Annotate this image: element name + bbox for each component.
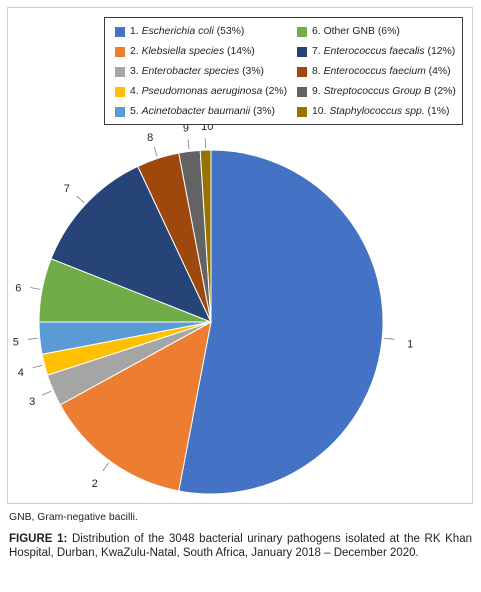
slice-label-7: 7 [64,183,70,195]
leader-line-1 [384,337,395,340]
slice-label-5: 5 [13,336,19,348]
slice-label-1: 1 [407,338,413,350]
legend-item-3: 3. Enterobacter species (3%) [115,66,264,78]
legend-swatch-10 [297,107,307,117]
footnote: GNB, Gram-negative bacilli. [9,512,138,523]
slice-label-8: 8 [147,132,153,144]
caption-text: Distribution of the 3048 bacterial urina… [9,533,472,559]
slice-label-4: 4 [18,367,24,379]
leader-line-4 [32,364,43,369]
legend-item-4: 4. Pseudomonas aeruginosa (2%) [115,86,287,98]
legend-label-9: 9. Streptococcus Group B (2%) [312,86,456,97]
legend-label-2: 2. Klebsiella species (14%) [130,46,255,57]
legend-swatch-5 [115,107,125,117]
legend-swatch-8 [297,67,307,77]
legend-label-3: 3. Enterobacter species (3%) [130,66,265,77]
legend-item-5: 5. Acinetobacter baumanii (3%) [115,106,275,118]
slice-label-9: 9 [183,122,189,134]
legend-item-6: 6. Other GNB (6%) [297,26,400,38]
legend-swatch-3 [115,67,125,77]
leader-line-7 [76,195,85,204]
legend-item-1: 1. Escherichia coli (53%) [115,26,244,38]
pie-slice-2 [59,321,212,492]
leader-line-2 [102,462,110,472]
chart-legend: 1. Escherichia coli (53%) 2. Klebsiella s… [104,17,463,125]
leader-line-8 [153,146,158,157]
legend-label-4: 4. Pseudomonas aeruginosa (2%) [130,86,288,97]
legend-swatch-2 [115,47,125,57]
leader-line-9 [187,139,190,150]
legend-label-7: 7. Enterococcus faecalis (12%) [312,46,456,57]
legend-item-2: 2. Klebsiella species (14%) [115,46,255,58]
pie-slice-1 [178,149,384,495]
legend-swatch-1 [115,27,125,37]
legend-item-9: 9. Streptococcus Group B (2%) [297,86,456,98]
legend-swatch-4 [115,87,125,97]
slice-label-2: 2 [92,478,98,490]
legend-swatch-7 [297,47,307,57]
legend-label-1: 1. Escherichia coli (53%) [130,26,245,37]
legend-label-5: 5. Acinetobacter baumanii (3%) [130,106,275,117]
legend-item-10: 10. Staphylococcus spp. (1%) [297,106,449,118]
pie-slice-7 [50,165,212,323]
pie-slice-10 [199,149,212,323]
legend-item-8: 8. Enterococcus faecium (4%) [297,66,451,78]
legend-swatch-9 [297,87,307,97]
leader-line-3 [41,390,52,396]
caption-label: FIGURE 1: [9,533,68,545]
legend-label-8: 8. Enterococcus faecium (4%) [312,66,451,77]
legend-item-7: 7. Enterococcus faecalis (12%) [297,46,455,58]
leader-line-6 [30,287,41,290]
slice-label-3: 3 [29,396,35,408]
slice-label-6: 6 [15,283,21,295]
legend-label-10: 10. Staphylococcus spp. (1%) [312,106,450,117]
leader-line-5 [27,337,38,340]
figure-caption: FIGURE 1: Distribution of the 3048 bacte… [9,532,472,560]
legend-label-6: 6. Other GNB (6%) [312,26,400,37]
legend-swatch-6 [297,27,307,37]
